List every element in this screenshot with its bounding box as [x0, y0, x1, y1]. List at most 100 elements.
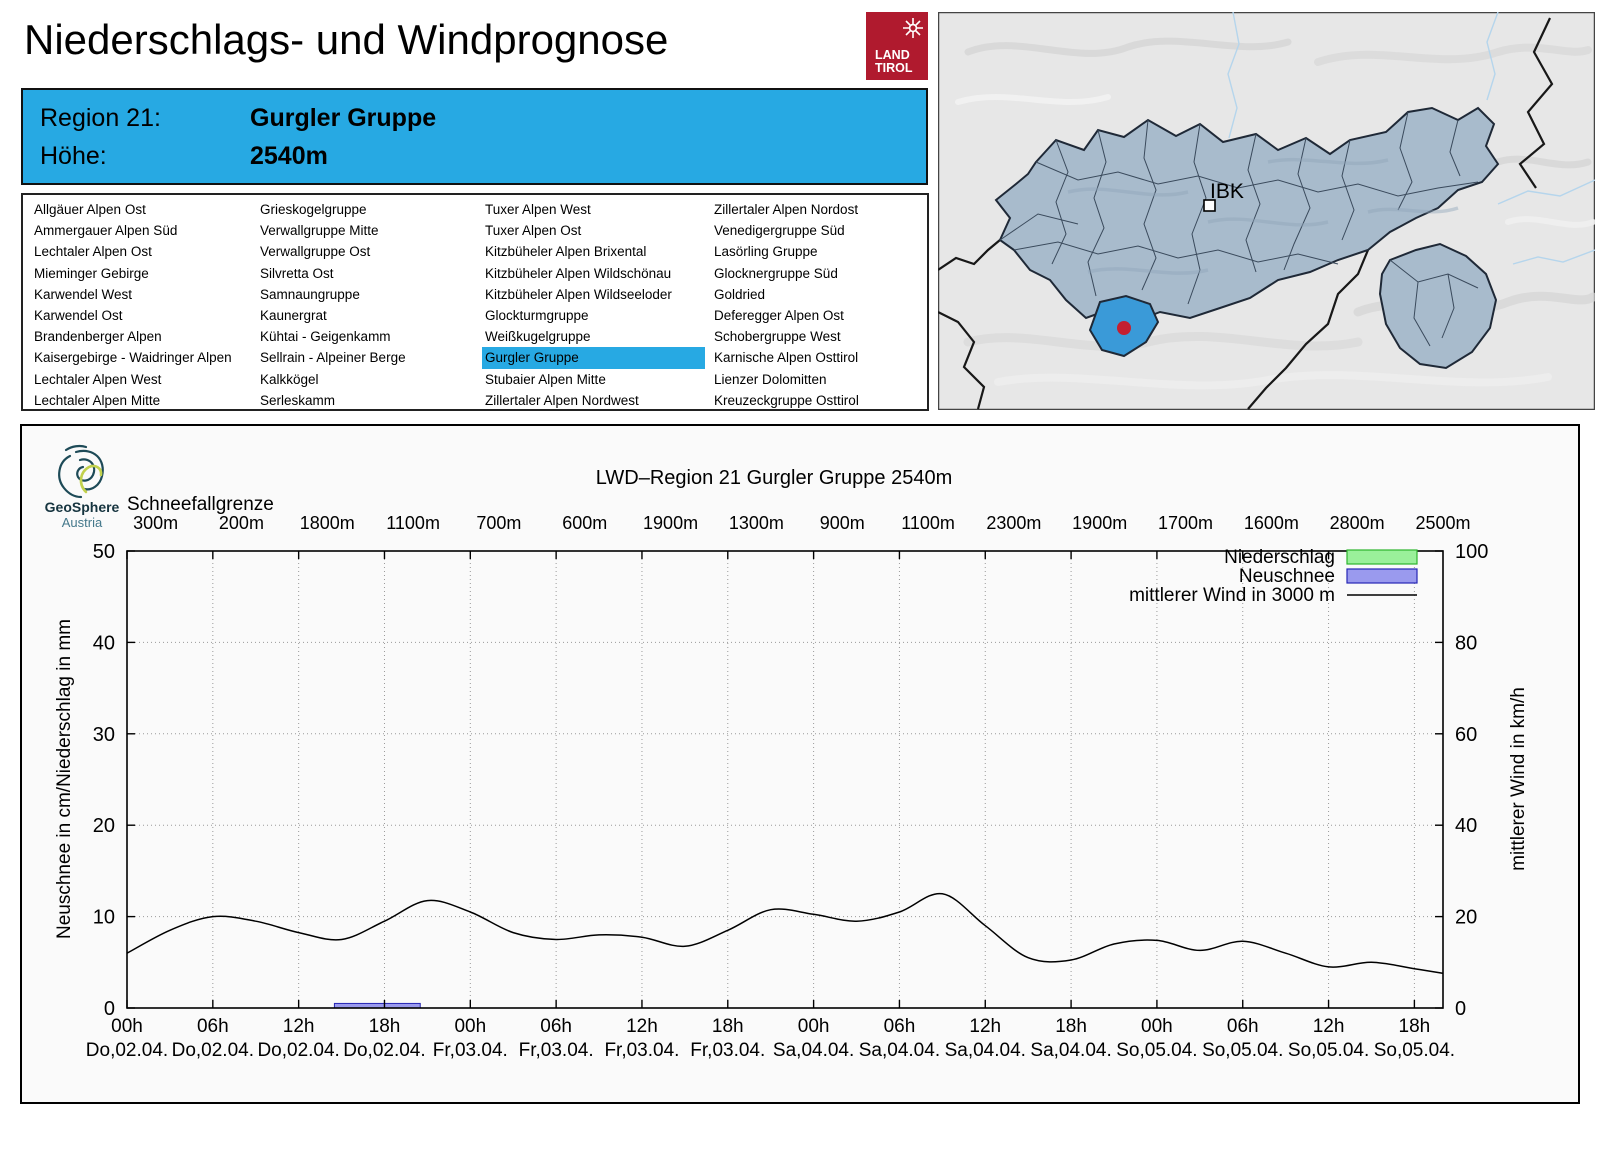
- region-list-item[interactable]: Schobergruppe West: [714, 329, 841, 345]
- map-region-north-tirol[interactable]: [994, 106, 1500, 324]
- x-hour-label: 00h: [454, 1016, 486, 1037]
- region-list-item[interactable]: Kitzbüheler Alpen Brixental: [485, 244, 647, 260]
- region-list-item[interactable]: Deferegger Alpen Ost: [714, 307, 844, 323]
- land-tirol-text-2: TIROL: [875, 61, 913, 75]
- x-date-label: Do,02.04.: [257, 1040, 339, 1061]
- region-list-item[interactable]: Glocknergruppe Süd: [714, 265, 838, 281]
- region-list: Allgäuer Alpen Ost Ammergauer Alpen Süd Le…: [21, 193, 929, 411]
- region-list-item[interactable]: Stubaier Alpen Mitte: [485, 371, 606, 387]
- x-hour-label: 00h: [1141, 1016, 1173, 1037]
- region-list-item[interactable]: Glockturmgruppe: [485, 307, 589, 323]
- x-date-label: Do,02.04.: [343, 1040, 425, 1061]
- region-list-item[interactable]: Samnaungruppe: [260, 286, 360, 302]
- region-list-item[interactable]: Serleskamm: [260, 392, 336, 408]
- y-tick-label-right: 0: [1455, 998, 1466, 1020]
- region-list-item[interactable]: Kühtai - Geigenkamm: [260, 329, 391, 345]
- x-date-label: Sa,04.04.: [945, 1040, 1026, 1061]
- region-list-item[interactable]: Kaisergebirge - Waidringer Alpen: [34, 350, 232, 366]
- region-list-item[interactable]: Karnische Alpen Osttirol: [714, 350, 859, 366]
- region-list-item[interactable]: Brandenberger Alpen: [34, 329, 162, 345]
- map-region-selected[interactable]: [1088, 294, 1160, 358]
- x-hour-label: 18h: [1055, 1016, 1087, 1037]
- wind-line: [126, 892, 1444, 975]
- snowline-value: 2800m: [1330, 513, 1385, 533]
- y-tick-label-left: 50: [93, 541, 115, 563]
- y-tick-label-left: 20: [93, 815, 115, 837]
- y-tick-label-left: 40: [93, 632, 115, 654]
- plot-border: [126, 550, 1444, 1009]
- region-list-item[interactable]: Lechtaler Alpen Mitte: [34, 392, 161, 408]
- snowline-value: 1300m: [729, 513, 784, 533]
- region-list-item[interactable]: Lechtaler Alpen Ost: [34, 244, 152, 260]
- y-tick-label-right: 100: [1455, 541, 1488, 563]
- snowline-value: 900m: [820, 513, 865, 533]
- x-date-label: Sa,04.04.: [1030, 1040, 1111, 1061]
- region-list-item[interactable]: Lechtaler Alpen West: [34, 371, 162, 387]
- region-list-item[interactable]: Karwendel Ost: [34, 307, 123, 323]
- x-hour-label: 12h: [1313, 1016, 1345, 1037]
- region-list-item[interactable]: Grieskogelgruppe: [260, 202, 367, 217]
- y-tick-label-right: 60: [1455, 724, 1477, 746]
- region-list-item[interactable]: Tuxer Alpen West: [485, 202, 591, 217]
- region-list-item[interactable]: Allgäuer Alpen Ost: [34, 202, 146, 217]
- region-list-item[interactable]: Kitzbüheler Alpen Wildseeloder: [485, 286, 672, 302]
- region-list-item[interactable]: Kreuzeckgruppe Osttirol: [714, 392, 859, 408]
- region-list-item[interactable]: Venedigergruppe Süd: [714, 223, 845, 239]
- region-list-item[interactable]: Gurgler Gruppe: [482, 347, 705, 369]
- region-list-item[interactable]: Lasörling Gruppe: [714, 244, 818, 260]
- snowline-value: 1100m: [386, 513, 440, 533]
- region-list-item[interactable]: Goldried: [714, 286, 766, 302]
- x-hour-label: 00h: [798, 1016, 830, 1037]
- region-list-item[interactable]: Ammergauer Alpen Süd: [34, 223, 178, 239]
- ibk-label: IBK: [1210, 180, 1244, 203]
- region-list-item[interactable]: Silvretta Ost: [260, 265, 334, 281]
- geosphere-text-1: GeoSphere: [45, 499, 120, 515]
- region-list-item[interactable]: Zillertaler Alpen Nordwest: [485, 392, 639, 408]
- tirol-map[interactable]: IBK: [937, 11, 1598, 411]
- x-date-label: Fr,03.04.: [604, 1040, 679, 1061]
- y-axis-title-left: Neuschnee in cm/Niederschlag in mm: [54, 619, 75, 939]
- y-axis-title-right: mittlerer Wind in km/h: [1508, 687, 1529, 871]
- legend-label: Neuschnee: [1239, 566, 1335, 587]
- region-list-item[interactable]: Kitzbüheler Alpen Wildschönau: [485, 265, 672, 281]
- x-date-label: So,05.04.: [1202, 1040, 1283, 1061]
- altitude-label: Höhe:: [40, 142, 107, 170]
- region-list-item[interactable]: Zillertaler Alpen Nordost: [714, 202, 859, 217]
- y-tick-label-right: 40: [1455, 815, 1477, 837]
- x-hour-label: 12h: [283, 1016, 315, 1037]
- x-date-label: Fr,03.04.: [519, 1040, 594, 1061]
- map-internal-borders: [999, 111, 1479, 305]
- x-date-label: So,05.04.: [1116, 1040, 1197, 1061]
- region-list-item[interactable]: Karwendel West: [34, 286, 133, 302]
- region-list-item[interactable]: Verwallgruppe Ost: [260, 244, 371, 260]
- forecast-chart: GeoSphere Austria LWD–Region 21 Gurgler …: [45, 444, 1529, 1061]
- x-date-label: Sa,04.04.: [859, 1040, 940, 1061]
- geosphere-icon: [58, 444, 104, 499]
- region-list-item[interactable]: Kalkkögel: [260, 371, 319, 387]
- snowline-value: 1100m: [901, 513, 955, 533]
- x-hour-label: 12h: [626, 1016, 658, 1037]
- x-hour-label: 18h: [712, 1016, 744, 1037]
- x-hour-label: 06h: [1227, 1016, 1259, 1037]
- x-hour-label: 06h: [884, 1016, 916, 1037]
- snowline-value: 1700m: [1158, 513, 1213, 533]
- map-region-east-tirol[interactable]: [1378, 242, 1498, 370]
- snowline-value: 300m: [133, 513, 178, 533]
- legend-label: mittlerer Wind in 3000 m: [1129, 585, 1335, 606]
- region-list-item[interactable]: Sellrain - Alpeiner Berge: [260, 350, 406, 366]
- region-list-item[interactable]: Kaunergrat: [260, 307, 327, 323]
- region-list-item[interactable]: Lienzer Dolomitten: [714, 371, 827, 387]
- terrain-relief: [955, 37, 1598, 390]
- region-list-item[interactable]: Mieminger Gebirge: [34, 265, 149, 281]
- region-list-item[interactable]: Verwallgruppe Mitte: [260, 223, 379, 239]
- x-hour-label: 06h: [540, 1016, 572, 1037]
- x-date-label: Do,02.04.: [172, 1040, 254, 1061]
- region-list-item[interactable]: Weißkugelgruppe: [485, 329, 591, 345]
- map-internal-borders-east: [1389, 259, 1479, 347]
- region-header: Region 21: Gurgler Gruppe Höhe: 2540m: [21, 88, 928, 185]
- region-list-item[interactable]: Tuxer Alpen Ost: [485, 223, 582, 239]
- y-tick-label-right: 80: [1455, 632, 1477, 654]
- x-date-label: So,05.04.: [1288, 1040, 1369, 1061]
- y-tick-label-left: 0: [104, 998, 115, 1020]
